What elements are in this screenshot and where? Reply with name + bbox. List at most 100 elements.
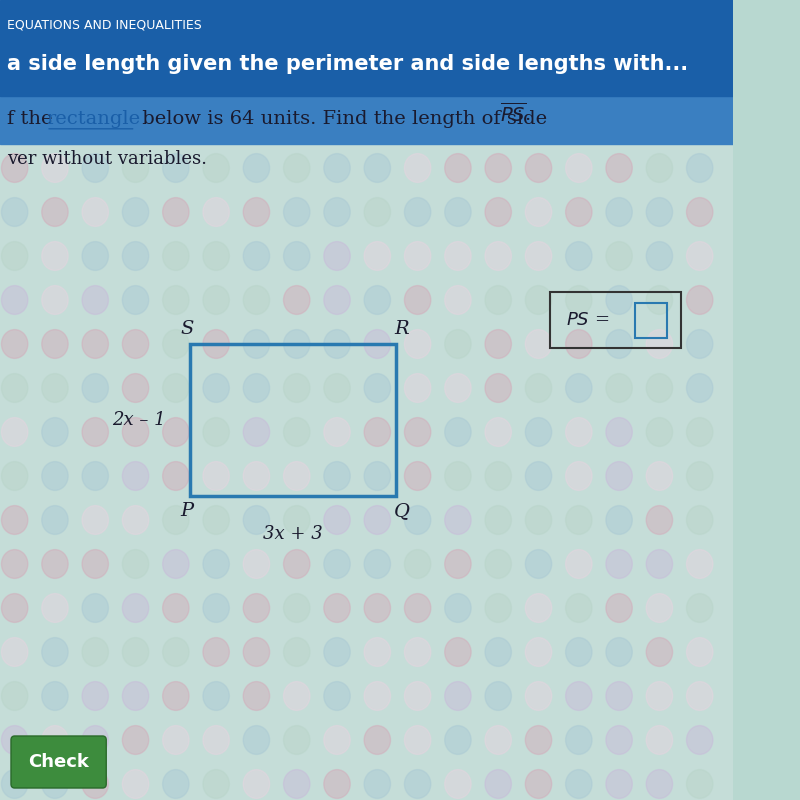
Circle shape bbox=[606, 550, 632, 578]
Circle shape bbox=[2, 374, 28, 402]
Circle shape bbox=[646, 242, 673, 270]
Circle shape bbox=[485, 198, 511, 226]
Circle shape bbox=[606, 330, 632, 358]
Circle shape bbox=[283, 198, 310, 226]
Circle shape bbox=[203, 770, 230, 798]
Circle shape bbox=[445, 330, 471, 358]
Text: P: P bbox=[180, 502, 194, 520]
Circle shape bbox=[82, 198, 109, 226]
Circle shape bbox=[485, 374, 511, 402]
Circle shape bbox=[324, 154, 350, 182]
Circle shape bbox=[2, 154, 28, 182]
Circle shape bbox=[566, 506, 592, 534]
Circle shape bbox=[243, 418, 270, 446]
Circle shape bbox=[122, 110, 149, 138]
Circle shape bbox=[82, 506, 109, 534]
Circle shape bbox=[405, 374, 431, 402]
Circle shape bbox=[243, 154, 270, 182]
Circle shape bbox=[526, 550, 552, 578]
Circle shape bbox=[405, 154, 431, 182]
Circle shape bbox=[526, 154, 552, 182]
Circle shape bbox=[162, 594, 189, 622]
Circle shape bbox=[566, 286, 592, 314]
Circle shape bbox=[283, 374, 310, 402]
Circle shape bbox=[203, 682, 230, 710]
Circle shape bbox=[162, 462, 189, 490]
Circle shape bbox=[526, 770, 552, 798]
Circle shape bbox=[324, 462, 350, 490]
Circle shape bbox=[283, 506, 310, 534]
Circle shape bbox=[324, 374, 350, 402]
Circle shape bbox=[122, 638, 149, 666]
Circle shape bbox=[162, 506, 189, 534]
Circle shape bbox=[42, 330, 68, 358]
Circle shape bbox=[2, 330, 28, 358]
Circle shape bbox=[566, 770, 592, 798]
Circle shape bbox=[606, 198, 632, 226]
Circle shape bbox=[122, 418, 149, 446]
Circle shape bbox=[82, 682, 109, 710]
Circle shape bbox=[82, 550, 109, 578]
Circle shape bbox=[646, 110, 673, 138]
Circle shape bbox=[162, 110, 189, 138]
Circle shape bbox=[324, 682, 350, 710]
Circle shape bbox=[82, 110, 109, 138]
Circle shape bbox=[405, 726, 431, 754]
Circle shape bbox=[606, 286, 632, 314]
Circle shape bbox=[122, 682, 149, 710]
Circle shape bbox=[526, 594, 552, 622]
Circle shape bbox=[364, 638, 390, 666]
Circle shape bbox=[686, 242, 713, 270]
Circle shape bbox=[42, 286, 68, 314]
Circle shape bbox=[122, 550, 149, 578]
Circle shape bbox=[485, 242, 511, 270]
Circle shape bbox=[606, 682, 632, 710]
Circle shape bbox=[606, 726, 632, 754]
Circle shape bbox=[364, 198, 390, 226]
Circle shape bbox=[364, 374, 390, 402]
Circle shape bbox=[566, 726, 592, 754]
Circle shape bbox=[686, 418, 713, 446]
Text: below is 64 units. Find the length of side: below is 64 units. Find the length of si… bbox=[135, 110, 553, 128]
Circle shape bbox=[82, 462, 109, 490]
Circle shape bbox=[162, 682, 189, 710]
Circle shape bbox=[324, 330, 350, 358]
Circle shape bbox=[405, 330, 431, 358]
Circle shape bbox=[324, 198, 350, 226]
Circle shape bbox=[526, 638, 552, 666]
Circle shape bbox=[445, 242, 471, 270]
Circle shape bbox=[162, 726, 189, 754]
Circle shape bbox=[162, 286, 189, 314]
Circle shape bbox=[566, 418, 592, 446]
Circle shape bbox=[405, 418, 431, 446]
Text: $\overline{PS}$.: $\overline{PS}$. bbox=[500, 102, 530, 126]
Circle shape bbox=[566, 110, 592, 138]
Circle shape bbox=[203, 330, 230, 358]
Circle shape bbox=[686, 550, 713, 578]
Circle shape bbox=[243, 110, 270, 138]
Circle shape bbox=[405, 550, 431, 578]
Circle shape bbox=[2, 110, 28, 138]
Circle shape bbox=[324, 594, 350, 622]
Circle shape bbox=[203, 462, 230, 490]
Circle shape bbox=[445, 770, 471, 798]
Circle shape bbox=[606, 154, 632, 182]
Circle shape bbox=[485, 638, 511, 666]
Bar bbox=[550, 292, 682, 348]
Circle shape bbox=[445, 154, 471, 182]
Circle shape bbox=[606, 110, 632, 138]
Circle shape bbox=[526, 242, 552, 270]
Circle shape bbox=[283, 462, 310, 490]
Circle shape bbox=[42, 506, 68, 534]
Circle shape bbox=[566, 462, 592, 490]
Circle shape bbox=[646, 770, 673, 798]
Circle shape bbox=[2, 638, 28, 666]
Circle shape bbox=[566, 374, 592, 402]
Circle shape bbox=[445, 198, 471, 226]
Circle shape bbox=[686, 638, 713, 666]
Circle shape bbox=[283, 242, 310, 270]
Circle shape bbox=[42, 550, 68, 578]
Circle shape bbox=[243, 550, 270, 578]
Circle shape bbox=[203, 726, 230, 754]
Circle shape bbox=[2, 550, 28, 578]
